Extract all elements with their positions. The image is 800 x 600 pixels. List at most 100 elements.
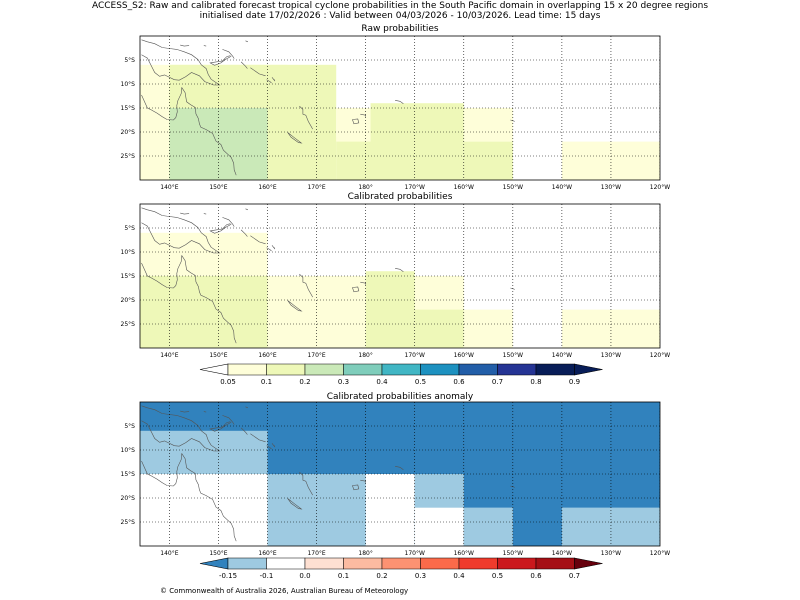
colorbar-over-arrow <box>574 363 603 376</box>
coastline <box>250 433 266 443</box>
lon-tick-label: 140°E <box>160 184 178 191</box>
colorbar-label: 0.4 <box>376 378 388 386</box>
lon-tick-label: 150°W <box>503 550 523 557</box>
lon-tick-label: 140°E <box>160 550 178 557</box>
coastline <box>266 79 272 84</box>
coastline <box>222 217 235 227</box>
region-cell <box>463 309 513 348</box>
coastline <box>360 281 367 285</box>
colorbar-label: 0.2 <box>376 572 387 580</box>
lon-tick-label: 140°W <box>552 550 572 557</box>
lon-tick-label: 170°E <box>307 352 325 359</box>
lon-tick-label: 180° <box>358 184 372 191</box>
coastline <box>352 484 360 491</box>
region-cell <box>463 141 513 180</box>
lat-tick-label: 5°S <box>124 423 135 430</box>
coastline <box>287 132 303 144</box>
coastline <box>395 268 404 272</box>
panel-title-raw: Raw probabilities <box>361 24 439 34</box>
coastline <box>240 427 248 435</box>
coastline <box>360 479 367 483</box>
panel-title-calibrated: Calibrated probabilities <box>347 192 453 202</box>
coastline <box>181 453 237 542</box>
coastline <box>222 415 235 425</box>
coastline <box>395 466 404 470</box>
colorbar-label: 0.7 <box>569 572 580 580</box>
coastline <box>141 39 221 86</box>
colorbar-segment <box>420 557 460 570</box>
lon-tick-label: 150°E <box>209 352 227 359</box>
lat-tick-label: 15°S <box>121 273 136 280</box>
colorbar-segment <box>343 557 383 570</box>
lon-tick-label: 130°W <box>601 184 621 191</box>
coastline <box>266 445 272 450</box>
lat-tick-label: 25°S <box>121 519 136 526</box>
colorbar-label: 0.3 <box>338 378 349 386</box>
lat-tick-label: 5°S <box>124 225 135 232</box>
colorbar-label: 0.3 <box>415 572 426 580</box>
lon-tick-label: 120°W <box>650 352 670 359</box>
lon-tick-label: 150°W <box>503 184 523 191</box>
coastline <box>352 118 360 125</box>
colorbar-label: 0.6 <box>453 378 465 386</box>
coastline <box>240 229 248 237</box>
colorbar-label: 0.7 <box>492 378 503 386</box>
coastline <box>360 113 367 117</box>
colorbar-label: 0.1 <box>261 378 272 386</box>
colorbar-segment <box>535 557 575 570</box>
coastline <box>250 235 266 245</box>
coastline <box>141 453 182 487</box>
region-cell <box>267 136 337 180</box>
lon-tick-label: 160°E <box>258 352 276 359</box>
lat-tick-label: 25°S <box>121 321 136 328</box>
lat-tick-label: 5°S <box>124 57 135 64</box>
copyright-notice: © Commonwealth of Australia 2026, Austra… <box>160 587 409 595</box>
coastline <box>203 45 207 47</box>
lon-tick-label: 120°W <box>650 550 670 557</box>
coastline <box>250 67 266 77</box>
region-cell <box>414 474 464 508</box>
coastline <box>352 286 360 293</box>
panel-title-anomaly: Calibrated probabilities anomaly <box>326 392 474 402</box>
coastline <box>180 44 190 47</box>
coastline <box>299 273 313 298</box>
region-cell <box>140 474 268 546</box>
map-frame <box>139 203 661 349</box>
coastline <box>141 207 221 254</box>
colorbar-label: 0.0 <box>299 572 310 580</box>
colorbar-label: 0.9 <box>569 378 580 386</box>
lat-tick-label: 10°S <box>121 249 136 256</box>
colorbar-label: 0.5 <box>492 572 503 580</box>
lon-tick-label: 150°W <box>503 352 523 359</box>
region-cell <box>365 271 415 348</box>
coastline <box>209 55 232 66</box>
coastline <box>180 410 190 413</box>
coastline <box>181 255 237 344</box>
coastline <box>209 223 232 234</box>
coastline <box>287 498 303 510</box>
colorbar-under-arrow <box>199 557 229 570</box>
colorbar-over-arrow <box>574 557 603 570</box>
coastline <box>141 405 221 452</box>
region-cell <box>463 108 513 142</box>
coastline <box>299 471 313 496</box>
coastline <box>271 77 276 82</box>
coastline <box>266 247 272 252</box>
lat-tick-label: 10°S <box>121 81 136 88</box>
coastline <box>141 87 182 121</box>
lon-tick-label: 140°W <box>552 352 572 359</box>
colorbar-label: 0.2 <box>299 378 310 386</box>
coastline <box>222 49 235 59</box>
lon-tick-label: 120°W <box>650 184 670 191</box>
figure-title: ACCESS_S2: Raw and calibrated forecast t… <box>91 1 709 11</box>
colorbar-segment <box>458 557 498 570</box>
lon-tick-label: 150°E <box>209 550 227 557</box>
colorbar-segment <box>227 557 267 570</box>
lon-tick-label: 160°W <box>454 352 474 359</box>
lon-tick-label: 130°W <box>601 550 621 557</box>
lat-tick-label: 20°S <box>121 495 136 502</box>
